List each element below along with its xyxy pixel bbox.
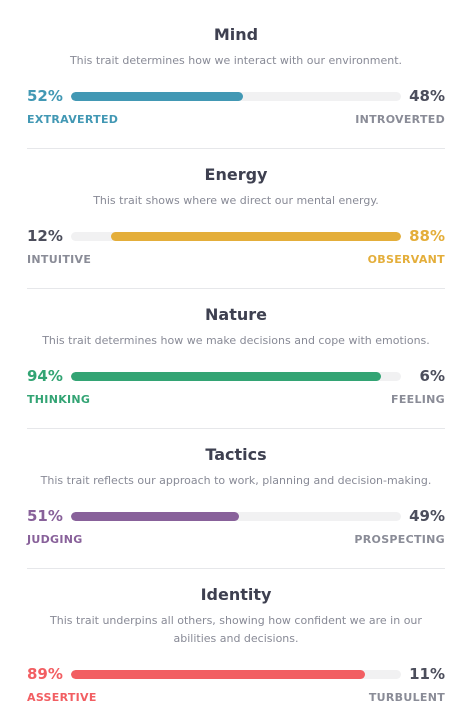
trait-bar-track xyxy=(71,511,401,521)
trait-bar-track xyxy=(71,669,401,679)
trait-identity: Identity This trait underpins all others… xyxy=(27,584,445,726)
left-percent: 12% xyxy=(27,227,63,245)
left-label: ASSERTIVE xyxy=(27,691,97,704)
left-percent: 89% xyxy=(27,665,63,683)
trait-labels: THINKING FEELING xyxy=(27,392,445,408)
right-percent: 11% xyxy=(409,665,445,683)
right-label: PROSPECTING xyxy=(354,533,445,546)
trait-title: Tactics xyxy=(205,445,267,464)
trait-bar-track xyxy=(71,371,401,381)
left-label: THINKING xyxy=(27,393,91,406)
trait-bar-fill xyxy=(71,91,243,101)
right-label: TURBULENT xyxy=(368,691,445,704)
trait-description: This trait determines how we make decisi… xyxy=(42,334,430,347)
trait-bar-track xyxy=(71,91,401,101)
trait-labels: JUDGING PROSPECTING xyxy=(27,532,445,548)
left-label: EXTRAVERTED xyxy=(27,113,119,126)
trait-bar-fill xyxy=(71,371,382,381)
right-percent: 49% xyxy=(409,507,445,525)
right-percent: 88% xyxy=(409,227,445,245)
left-label: JUDGING xyxy=(27,533,83,546)
trait-description: This trait determines how we interact wi… xyxy=(69,54,403,67)
trait-title: Nature xyxy=(205,305,267,324)
trait-energy: Energy This trait shows where we direct … xyxy=(27,164,445,289)
trait-description: This trait reflects our approach to work… xyxy=(40,474,432,487)
left-label: INTUITIVE xyxy=(27,253,92,266)
trait-title: Identity xyxy=(200,585,272,604)
trait-labels: ASSERTIVE TURBULENT xyxy=(27,690,445,706)
trait-bar-row: 94% 6% xyxy=(27,365,445,387)
right-label: OBSERVANT xyxy=(367,253,445,266)
trait-bar-fill xyxy=(71,511,240,521)
trait-bar-fill xyxy=(110,231,401,241)
trait-tactics: Tactics This trait reflects our approach… xyxy=(27,444,445,569)
trait-bar-track xyxy=(71,231,401,241)
left-percent: 94% xyxy=(27,367,63,385)
right-label: FEELING xyxy=(391,393,445,406)
trait-bar-fill xyxy=(71,669,365,679)
trait-labels: EXTRAVERTED INTROVERTED xyxy=(27,112,445,128)
trait-description: This trait shows where we direct our men… xyxy=(93,194,379,207)
trait-bar-row: 51% 49% xyxy=(27,505,445,527)
trait-title: Mind xyxy=(213,25,259,44)
left-percent: 51% xyxy=(27,507,63,525)
trait-bar-row: 12% 88% xyxy=(27,225,445,247)
trait-bar-row: 52% 48% xyxy=(27,85,445,107)
right-percent: 6% xyxy=(419,367,445,385)
right-label: INTROVERTED xyxy=(355,113,445,126)
personality-traits-panel: Mind This trait determines how we intera… xyxy=(27,0,445,726)
trait-nature: Nature This trait determines how we make… xyxy=(27,304,445,429)
trait-bar-row: 89% 11% xyxy=(27,663,445,685)
trait-mind: Mind This trait determines how we intera… xyxy=(27,24,445,149)
right-percent: 48% xyxy=(409,87,445,105)
trait-description: This trait underpins all others, showing… xyxy=(50,614,422,645)
trait-labels: INTUITIVE OBSERVANT xyxy=(27,252,445,268)
trait-title: Energy xyxy=(204,165,268,184)
left-percent: 52% xyxy=(27,87,63,105)
